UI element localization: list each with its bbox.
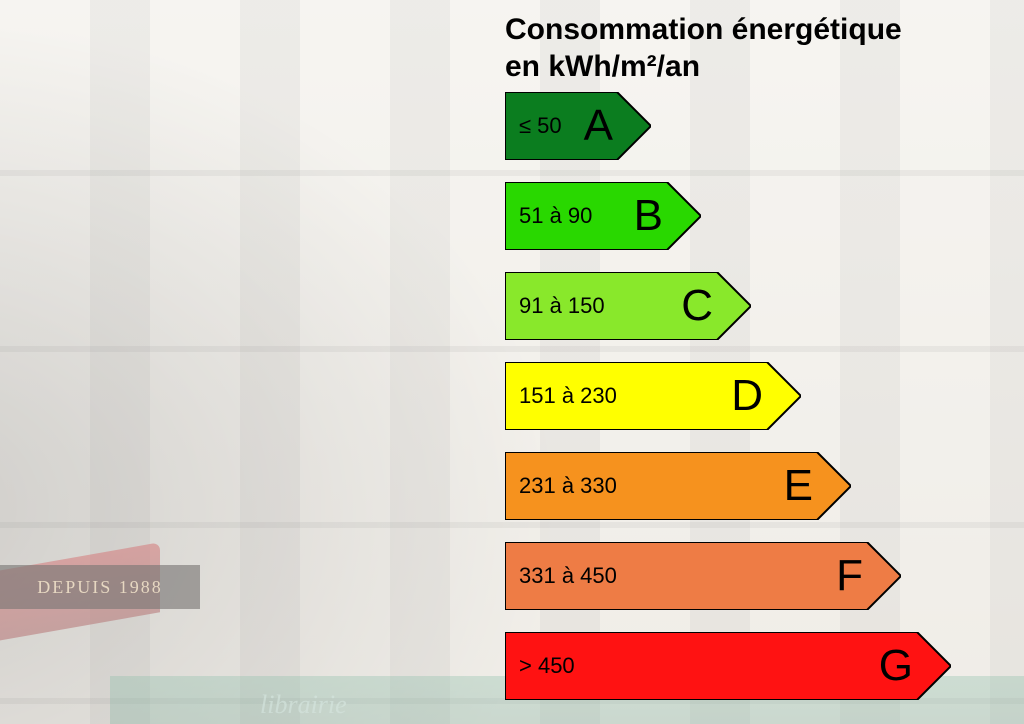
rating-row-c: 91 à 150 C (505, 272, 951, 340)
stage: DEPUIS 1988 librairie Consommation énerg… (0, 0, 1024, 724)
rating-row-d: 151 à 230 D (505, 362, 951, 430)
title-line-1: Consommation énergétique (505, 12, 902, 49)
rating-letter-a: A (584, 101, 613, 151)
rating-range-c: 91 à 150 (519, 293, 605, 319)
rating-letter-f: F (836, 551, 863, 601)
rating-row-e: 231 à 330 E (505, 452, 951, 520)
rating-range-d: 151 à 230 (519, 383, 617, 409)
rating-range-b: 51 à 90 (519, 203, 592, 229)
rating-letter-e: E (784, 461, 813, 511)
title: Consommation énergétique en kWh/m²/an (505, 12, 902, 85)
rating-range-f: 331 à 450 (519, 563, 617, 589)
rating-row-a: ≤ 50 A (505, 92, 951, 160)
energy-rating-chart: ≤ 50 A 51 à 90 B 91 à 150 C 151 à 230 D 231 à 33… (505, 92, 951, 722)
rating-range-g: > 450 (519, 653, 575, 679)
rating-row-b: 51 à 90 B (505, 182, 951, 250)
rating-letter-d: D (731, 371, 763, 421)
rating-letter-c: C (681, 281, 713, 331)
rating-range-a: ≤ 50 (519, 113, 562, 139)
title-line-2: en kWh/m²/an (505, 49, 902, 86)
rating-range-e: 231 à 330 (519, 473, 617, 499)
rating-letter-b: B (634, 191, 663, 241)
rating-row-f: 331 à 450 F (505, 542, 951, 610)
rating-row-g: > 450 G (505, 632, 951, 700)
rating-letter-g: G (879, 641, 913, 691)
